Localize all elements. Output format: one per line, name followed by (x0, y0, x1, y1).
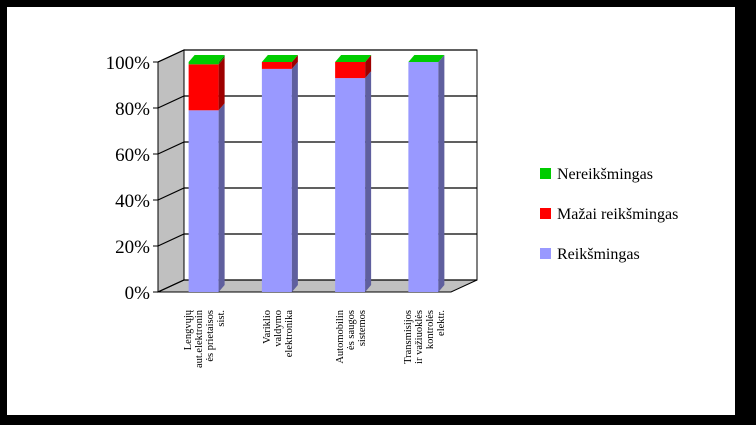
legend-label: Nereikšmingas (557, 166, 653, 183)
bar-side (291, 61, 298, 293)
side-wall (157, 49, 185, 293)
legend-item: Mažai reikšmingas (540, 206, 678, 223)
bar-side (218, 57, 225, 111)
x-tick-label: Lengvųjųaut.elektroninės prietaisossist. (183, 309, 227, 368)
gridline (157, 49, 477, 63)
x-tick-label: Automobilinės saugossistemos (335, 309, 368, 363)
gridlines (157, 49, 477, 293)
y-tick-label: 60% (115, 145, 150, 166)
bar-segment (261, 61, 298, 293)
x-tick-label-line: aut.elektronin (194, 309, 205, 368)
bar-top-cap (335, 55, 372, 62)
gridline (157, 279, 477, 293)
gridline (157, 233, 477, 247)
legend-item: Reikšmingas (540, 246, 640, 263)
y-tick-label: 100% (106, 53, 151, 74)
bar-side (365, 55, 372, 79)
bar-segment (188, 103, 225, 292)
bar-front (261, 62, 292, 69)
legend-swatch (540, 208, 551, 219)
x-tick-label-line: kontrolės (425, 310, 436, 349)
bar-top-cap (408, 55, 445, 62)
x-tick-label-line: elektronika (284, 310, 295, 358)
bar-side (218, 55, 225, 65)
x-tick-label-line: Variklio (262, 310, 273, 344)
legend-label: Reikšmingas (557, 246, 640, 263)
bar-segment (335, 55, 372, 79)
bar-top-cap (261, 55, 298, 62)
x-tick-label-line: ir važiuoklės (414, 310, 425, 364)
bar-front (188, 64, 219, 111)
bar-side (218, 103, 225, 292)
bar-side (438, 55, 445, 292)
gridline (157, 141, 477, 155)
bars (188, 55, 445, 293)
x-tick-label-line: sist. (216, 310, 227, 327)
y-tick-label: 40% (115, 191, 150, 212)
bar-segment (261, 55, 298, 69)
bar-front (188, 110, 219, 292)
bar-segment (188, 57, 225, 111)
x-tick-label: Transmisijosir važiuoklėskontrolėselektr… (403, 310, 447, 364)
legend-swatch (540, 168, 551, 179)
y-tick-label: 0% (125, 283, 151, 304)
legend-item: Nereikšmingas (540, 166, 653, 183)
y-tick-label: 80% (115, 99, 150, 120)
x-tick-label-line: ės saugos (346, 310, 357, 350)
y-tick-label: 20% (115, 237, 150, 258)
bar-top-cap (188, 55, 225, 62)
x-tick-label-line: valdymo (273, 310, 284, 347)
legend-swatch (540, 248, 551, 259)
x-tick-label-line: Transmisijos (403, 310, 414, 364)
bar-front (408, 62, 439, 292)
chart-frame: 0% 20% 40% 60% 80% 100% Lengvųjųaut.elektroni… (7, 7, 735, 415)
bar-segment (188, 55, 225, 65)
bar-front (261, 68, 292, 293)
bar-segment (408, 55, 445, 292)
x-axis: Lengvųjųaut.elektroninės prietaisossist.… (183, 309, 447, 368)
stacked-bar-chart: 0% 20% 40% 60% 80% 100% Lengvųjųaut.elektroni… (106, 49, 678, 368)
bar-front (335, 62, 366, 79)
bar-front (188, 62, 219, 65)
legend: Nereikšmingas Mažai reikšmingas Reikšminga… (540, 166, 678, 263)
bar-front (335, 78, 366, 292)
bar-side (365, 71, 372, 292)
plot-area (157, 49, 478, 293)
bar-segment (335, 71, 372, 292)
y-axis: 0% 20% 40% 60% 80% 100% (106, 53, 158, 304)
x-tick-label-line: Lengvųjų (183, 309, 194, 350)
x-tick-label-line: sistemos (357, 310, 368, 346)
x-tick-label-line: ės prietaisos (205, 310, 216, 362)
gridline (157, 187, 477, 201)
x-tick-label: Varikliovaldymoelektronika (262, 310, 295, 358)
bar-side (291, 55, 298, 69)
legend-label: Mažai reikšmingas (557, 206, 678, 223)
x-tick-label-line: Automobilin (335, 309, 346, 363)
gridline (157, 95, 477, 109)
x-tick-label-line: elektr. (436, 310, 447, 336)
